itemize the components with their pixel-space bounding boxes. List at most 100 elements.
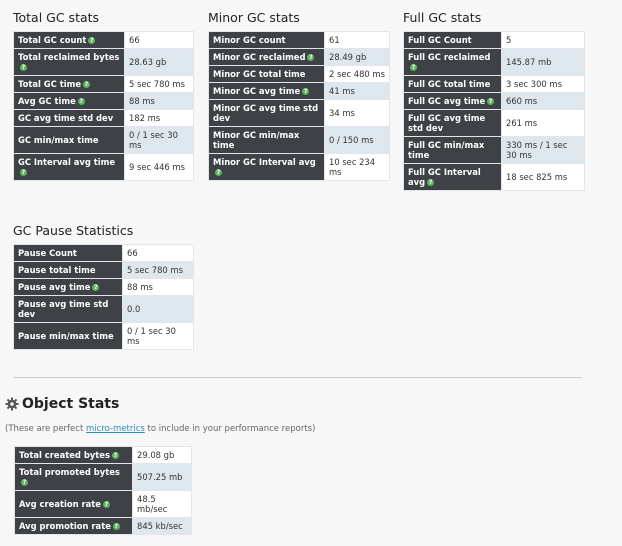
stat-value: 330 ms / 1 sec 30 ms <box>501 136 585 164</box>
help-icon[interactable]: ? <box>112 523 120 530</box>
stat-value: 0 / 1 sec 30 ms <box>124 126 194 154</box>
stat-label: Pause avg time <box>18 282 91 292</box>
stat-label: Full GC avg time std dev <box>408 113 486 133</box>
stats-row: Minor GC count 61 <box>208 31 390 49</box>
micro-metrics-link[interactable]: micro-metrics <box>85 424 145 434</box>
help-icon[interactable]: ? <box>307 54 315 61</box>
stat-value: 3 sec 300 ms <box>501 75 585 93</box>
stat-value: 28.63 gb <box>124 48 194 76</box>
stat-label: Minor GC reclaimed <box>213 52 306 62</box>
stat-label: Full GC reclaimed <box>408 52 491 62</box>
help-icon[interactable]: ? <box>92 284 100 291</box>
stat-label: Total GC count <box>18 35 87 45</box>
stat-value: 61 <box>324 31 390 49</box>
stats-row: Avg promotion rate? 845 kb/sec <box>14 517 192 535</box>
stat-label: GC min/max time <box>18 135 99 145</box>
stat-label: Pause total time <box>18 265 96 275</box>
stat-label-cell: Total GC time? <box>13 75 125 93</box>
stat-label: Avg promotion rate <box>19 521 111 531</box>
stat-label-cell: Pause avg time? <box>13 278 123 296</box>
stats-row: Pause min/max time 0 / 1 sec 30 ms <box>13 322 194 350</box>
stats-row: Minor GC avg time? 41 ms <box>208 82 390 100</box>
stats-section: Full GC stats Full GC Count 5 Full GC recla… <box>403 10 585 191</box>
stat-value: 507.25 mb <box>132 463 192 491</box>
stats-row: Pause total time 5 sec 780 ms <box>13 261 194 279</box>
stats-row: Minor GC min/max time 0 / 150 ms <box>208 126 390 154</box>
stats-table: Minor GC count 61 Minor GC reclaimed? 28.49… <box>208 31 390 181</box>
stats-row: Avg creation rate? 48.5 mb/sec <box>14 490 192 518</box>
stat-label: Full GC min/max time <box>408 140 485 160</box>
stat-label-cell: Total reclaimed bytes? <box>13 48 125 76</box>
stats-row: Pause avg time std dev 0.0 <box>13 295 194 323</box>
help-icon[interactable]: ? <box>102 501 110 508</box>
help-icon[interactable]: ? <box>302 88 310 95</box>
stats-row: Full GC avg time std dev 261 ms <box>403 109 585 137</box>
stat-label: Pause avg time std dev <box>18 299 109 319</box>
stat-value: 66 <box>124 31 194 49</box>
stats-row: Minor GC total time 2 sec 480 ms <box>208 65 390 83</box>
stat-label: GC avg time std dev <box>18 113 114 123</box>
stat-label-cell: Minor GC Interval avg? <box>208 153 325 181</box>
stat-label-cell: Pause total time <box>13 261 123 279</box>
stat-label-cell: Pause Count <box>13 244 123 262</box>
stat-label: Minor GC min/max time <box>213 130 300 150</box>
stat-label-cell: Full GC reclaimed? <box>403 48 502 76</box>
stat-value: 2 sec 480 ms <box>324 65 390 83</box>
help-icon[interactable]: ? <box>83 81 91 88</box>
stats-row: Total GC time? 5 sec 780 ms <box>13 75 194 93</box>
stats-row: GC avg time std dev 182 ms <box>13 109 194 127</box>
help-icon[interactable]: ? <box>410 64 417 71</box>
stat-value: 5 sec 780 ms <box>124 75 194 93</box>
section-title: Total GC stats <box>13 10 100 25</box>
stat-value: 88 ms <box>122 278 194 296</box>
stat-value: 28.49 gb <box>324 48 390 66</box>
stat-value: 0.0 <box>122 295 194 323</box>
stat-label-cell: Minor GC reclaimed? <box>208 48 325 66</box>
stat-label-cell: Avg creation rate? <box>14 490 133 518</box>
stat-label-cell: Total promoted bytes? <box>14 463 133 491</box>
help-icon[interactable]: ? <box>427 179 435 186</box>
stats-row: GC min/max time 0 / 1 sec 30 ms <box>13 126 194 154</box>
stat-label-cell: Minor GC count <box>208 31 325 49</box>
stats-row: Minor GC avg time std dev 34 ms <box>208 99 390 127</box>
stat-label: Total GC time <box>18 79 82 89</box>
stats-row: GC Interval avg time? 9 sec 446 ms <box>13 153 194 181</box>
help-icon[interactable]: ? <box>487 98 495 105</box>
help-icon[interactable]: ? <box>20 169 27 176</box>
object-stats-title: Object Stats <box>22 396 120 412</box>
stat-label-cell: GC Interval avg time? <box>13 153 125 181</box>
stats-row: Minor GC reclaimed? 28.49 gb <box>208 48 390 66</box>
stat-label: Minor GC avg time std dev <box>213 103 319 123</box>
help-icon[interactable]: ? <box>77 98 85 105</box>
stat-value: 66 <box>122 244 194 262</box>
stats-row: Full GC Interval avg? 18 sec 825 ms <box>403 163 585 191</box>
help-icon[interactable]: ? <box>215 169 222 176</box>
stats-table: Total GC count? 66 Total reclaimed bytes? 2… <box>13 31 194 181</box>
stat-label: Pause Count <box>18 248 77 258</box>
stats-row: Minor GC Interval avg? 10 sec 234 ms <box>208 153 390 181</box>
object-stats-section: Total created bytes? 29.08 gb Total promot… <box>14 446 192 535</box>
stats-section: Minor GC stats Minor GC count 61 Minor GC r… <box>208 10 390 181</box>
stat-value: 182 ms <box>124 109 194 127</box>
help-icon[interactable]: ? <box>88 37 96 44</box>
stats-row: Pause Count 66 <box>13 244 194 262</box>
help-icon[interactable]: ? <box>20 64 27 71</box>
stats-row: Full GC total time 3 sec 300 ms <box>403 75 585 93</box>
stat-label: Pause min/max time <box>18 331 114 341</box>
stat-value: 29.08 gb <box>132 446 192 464</box>
help-icon[interactable]: ? <box>111 452 119 459</box>
stats-section: GC Pause Statistics Pause Count 66 Pause to… <box>13 223 194 350</box>
stats-table: Pause Count 66 Pause total time 5 sec 780 m… <box>13 244 194 350</box>
help-icon[interactable]: ? <box>21 479 28 486</box>
stat-value: 145.87 mb <box>501 48 585 76</box>
note: (These are perfect micro-metrics to incl… <box>5 424 315 434</box>
stat-label: Avg GC time <box>18 96 76 106</box>
stat-label-cell: Full GC total time <box>403 75 502 93</box>
stat-value: 10 sec 234 ms <box>324 153 390 181</box>
stat-label-cell: Full GC avg time? <box>403 92 502 110</box>
stats-table: Total created bytes? 29.08 gb Total promot… <box>14 446 192 535</box>
stat-label-cell: Total GC count? <box>13 31 125 49</box>
stat-label-cell: Minor GC total time <box>208 65 325 83</box>
stat-label-cell: Full GC min/max time <box>403 136 502 164</box>
